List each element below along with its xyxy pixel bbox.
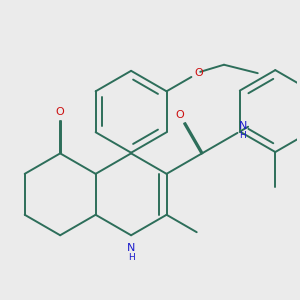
Text: N: N — [127, 242, 135, 253]
Text: H: H — [128, 253, 134, 262]
Text: O: O — [56, 107, 64, 117]
Text: N: N — [238, 121, 247, 131]
Text: H: H — [239, 131, 246, 140]
Text: O: O — [176, 110, 184, 120]
Text: O: O — [194, 68, 203, 78]
